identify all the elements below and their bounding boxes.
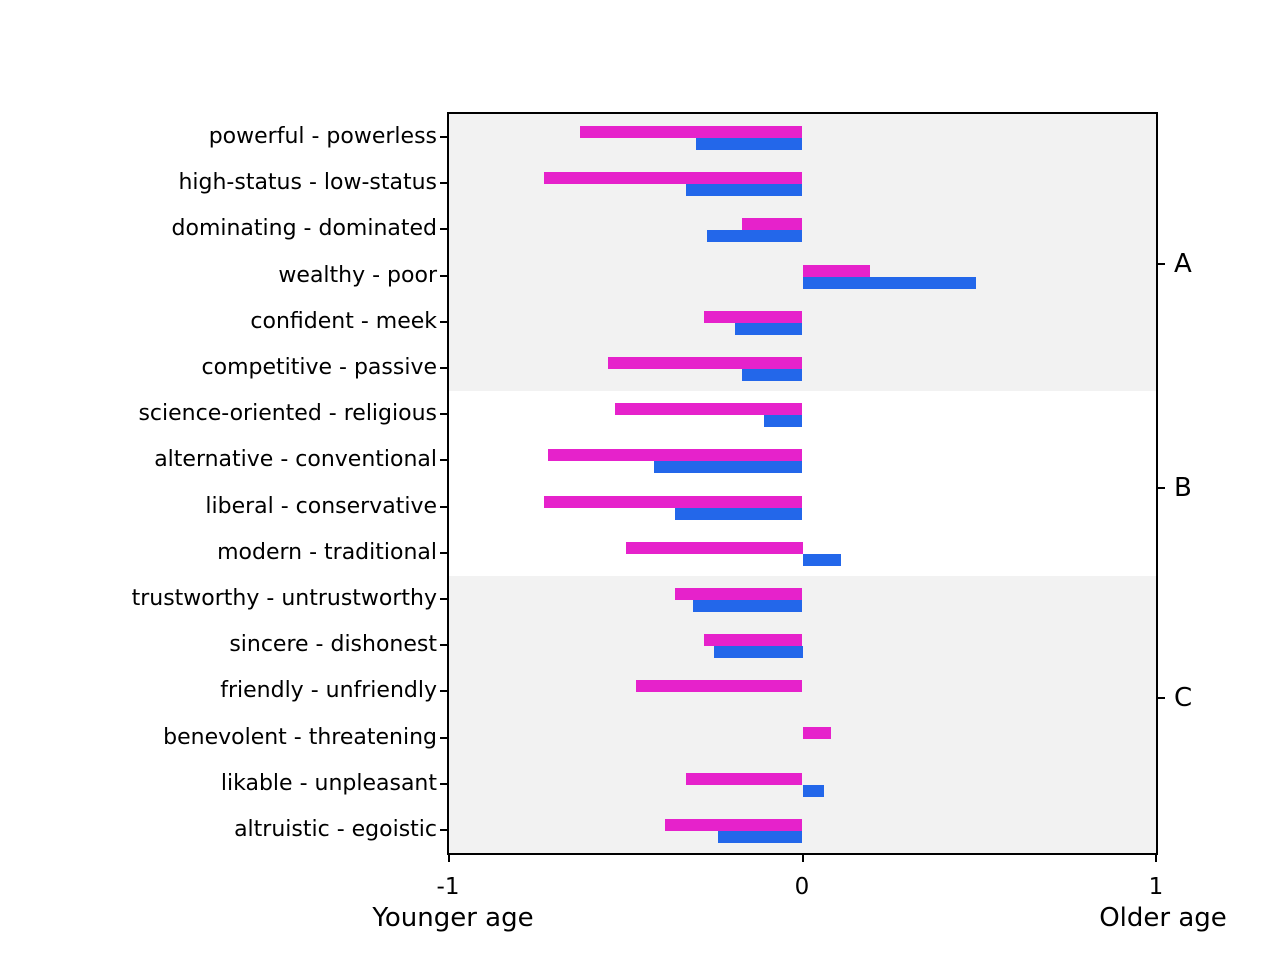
category-tick (440, 228, 449, 231)
category-label: friendly - unfriendly (220, 678, 437, 704)
group-label-C: C (1174, 683, 1193, 713)
category-label: sincere - dishonest (229, 632, 437, 658)
category-label: powerful - powerless (208, 124, 437, 150)
group-label-B: B (1174, 473, 1192, 503)
category-tick (440, 597, 449, 600)
bar-magenta-series (544, 172, 803, 185)
group-tick-A (1156, 263, 1165, 265)
category-label: modern - traditional (217, 539, 437, 565)
x-axis-tick-1 (1155, 853, 1157, 862)
category-tick (440, 136, 449, 139)
group-tick-C (1156, 697, 1165, 699)
bar-magenta-series (703, 634, 803, 647)
bar-magenta-series (615, 403, 803, 416)
category-tick (440, 690, 449, 693)
bar-magenta-series (547, 449, 803, 462)
category-tick (440, 505, 449, 508)
bar-magenta-series (742, 218, 803, 231)
category-label: liberal - conservative (205, 493, 437, 519)
group-band-C (449, 575, 1156, 853)
x-axis-label-younger-age: Younger age (372, 903, 534, 933)
x-axis-tick-0 (801, 853, 804, 862)
category-label: confident - meek (250, 308, 437, 334)
x-tick-label-minus-1: -1 (436, 874, 460, 900)
bar-magenta-series (608, 357, 803, 370)
category-tick (440, 182, 449, 185)
bar-blue-series (802, 276, 976, 289)
bar-blue-series (802, 784, 824, 797)
bar-magenta-series (664, 818, 803, 831)
category-label: alternative - conventional (154, 447, 437, 473)
x-axis-label-older-age: Older age (1099, 903, 1227, 933)
bar-magenta-series (703, 310, 803, 323)
bar-blue-series (714, 646, 803, 659)
bar-magenta-series (685, 772, 803, 785)
category-label: altruistic - egoistic (234, 816, 437, 842)
bar-blue-series (696, 138, 803, 151)
bar-magenta-series (579, 126, 803, 139)
group-label-A: A (1174, 249, 1192, 279)
bar-blue-series (802, 553, 842, 566)
category-label: likable - unpleasant (220, 770, 437, 796)
category-label: trustworthy - untrustworthy (131, 585, 437, 611)
bar-blue-series (742, 369, 803, 382)
category-label: science-oriented - religious (138, 401, 437, 427)
bar-blue-series (707, 230, 803, 243)
bar-blue-series (675, 507, 803, 520)
category-tick (440, 828, 449, 831)
bar-blue-series (763, 415, 803, 428)
category-label: competitive - passive (201, 355, 437, 381)
bar-blue-series (735, 322, 803, 335)
bar-blue-series (692, 599, 803, 612)
category-tick (440, 413, 449, 416)
category-label: wealthy - poor (278, 262, 437, 288)
x-axis-tick--1 (448, 853, 450, 862)
category-tick (440, 459, 449, 462)
bar-blue-series (685, 184, 803, 197)
bar-blue-series (654, 461, 803, 474)
category-label: benevolent - threatening (163, 724, 437, 750)
category-label: dominating - dominated (171, 216, 437, 242)
category-tick (440, 782, 449, 785)
bar-magenta-series (636, 680, 803, 693)
x-tick-label-one: 1 (1148, 874, 1164, 900)
category-tick (440, 644, 449, 647)
bar-magenta-series (544, 495, 803, 508)
category-tick (440, 551, 449, 554)
category-tick (440, 320, 449, 323)
group-tick-B (1156, 487, 1165, 489)
group-band-A (449, 114, 1156, 392)
bar-magenta-series (802, 264, 870, 277)
bar-magenta-series (802, 726, 831, 739)
category-label: high-status - low-status (178, 170, 437, 196)
category-tick (440, 274, 449, 277)
bar-magenta-series (675, 587, 803, 600)
category-tick (440, 736, 449, 739)
category-tick (440, 367, 449, 370)
x-tick-label-zero: 0 (794, 874, 810, 900)
bar-blue-series (717, 830, 803, 843)
bar-magenta-series (625, 541, 803, 554)
